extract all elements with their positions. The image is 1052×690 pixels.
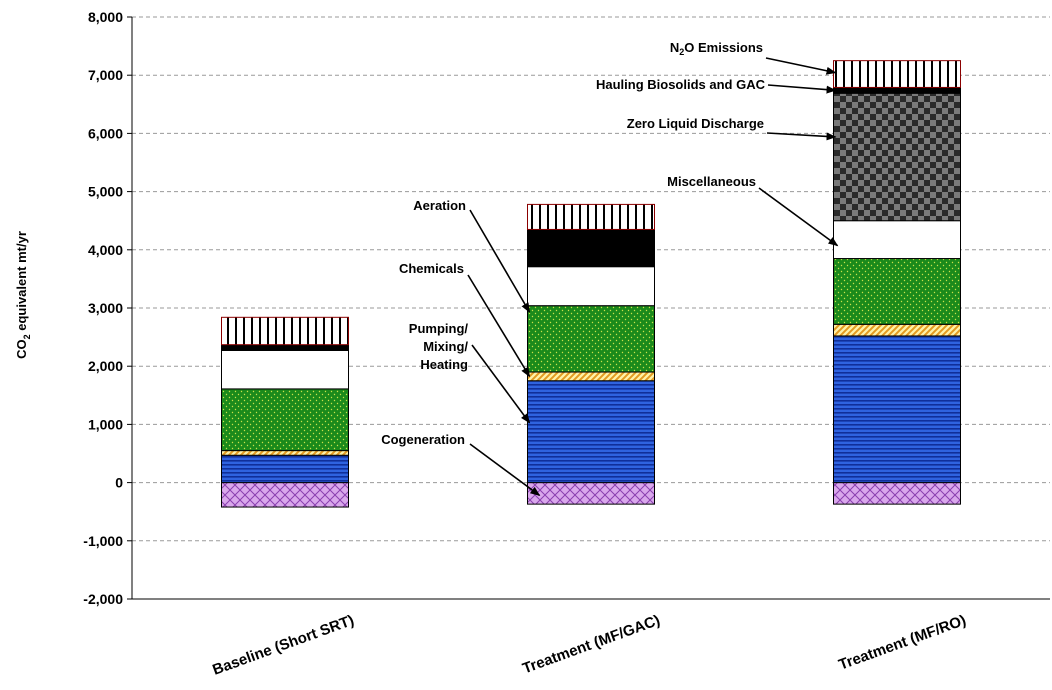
bar-segment-cogeneration <box>527 482 655 505</box>
annotation-label: Miscellaneous <box>667 174 756 189</box>
bar-segment-chemicals <box>833 323 961 337</box>
y-tick-label: 3,000 <box>88 300 123 316</box>
annotation-arrow <box>469 209 531 313</box>
bar-segment-miscellaneous <box>833 220 961 260</box>
bar-segment-cogeneration <box>221 482 349 508</box>
y-tick-label: 4,000 <box>88 242 123 258</box>
x-category-label: Treatment (MF/RO) <box>836 612 968 674</box>
bar-segment-n2o-emissions <box>833 60 961 88</box>
y-axis-label: CO2 equivalent mt/yr <box>14 231 32 359</box>
bar-segment-n2o-emissions <box>221 316 349 346</box>
annotation-arrow <box>471 344 531 424</box>
y-axis-label-part-2: equivalent mt/yr <box>14 231 29 334</box>
y-tick-label: 5,000 <box>88 184 123 200</box>
annotation-label: Pumping/Mixing/Heating <box>409 321 469 372</box>
y-tick-label: -1,000 <box>83 533 123 549</box>
bar-segment-aeration <box>527 305 655 373</box>
annotation-arrow <box>467 274 531 378</box>
bar-segment-miscellaneous <box>527 266 655 307</box>
annotation-label: Chemicals <box>399 261 464 276</box>
x-category-label: Treatment (MF/GAC) <box>520 612 662 678</box>
bar-segment-pumping-mixing-heating <box>833 335 961 484</box>
y-tick-label: 2,000 <box>88 358 123 374</box>
bar-segment-chemicals <box>527 371 655 382</box>
y-tick-label: 6,000 <box>88 125 123 141</box>
y-tick-label: -2,000 <box>83 591 123 607</box>
annotation-label: Cogeneration <box>381 432 465 447</box>
y-axis-label-subscript: 2 <box>22 334 32 339</box>
x-category-label: Baseline (Short SRT) <box>210 612 356 679</box>
y-tick-label: 7,000 <box>88 67 123 83</box>
bar-segment-hauling-biosolids-and-gac <box>833 86 961 94</box>
annotation-arrow <box>766 132 837 141</box>
y-axis-label-part-1: CO <box>14 339 29 359</box>
bar-segment-aeration <box>221 388 349 452</box>
y-tick-label: 0 <box>115 475 123 491</box>
bar-segment-cogeneration <box>833 482 961 505</box>
bar-segment-chemicals <box>221 450 349 456</box>
bar-segment-zero-liquid-discharge <box>833 92 961 222</box>
annotation-label: N2O Emissions <box>670 40 763 57</box>
annotation-label: Zero Liquid Discharge <box>627 116 764 131</box>
bar-segment-aeration <box>833 258 961 325</box>
bar-segment-pumping-mixing-heating <box>527 380 655 484</box>
y-tick-label: 8,000 <box>88 9 123 25</box>
annotation-label: Hauling Biosolids and GAC <box>596 77 766 92</box>
axes <box>127 16 1050 600</box>
bar-segment-hauling-biosolids-and-gac <box>221 344 349 351</box>
annotation-arrow <box>469 443 541 497</box>
annotation-label: Aeration <box>413 198 466 213</box>
annotation-arrow <box>758 187 839 247</box>
annotation-arrow <box>765 57 837 75</box>
bars <box>221 60 961 508</box>
bar-segment-miscellaneous <box>221 349 349 390</box>
annotation-arrow <box>767 84 837 94</box>
y-tick-label: 1,000 <box>88 416 123 432</box>
bar-segment-pumping-mixing-heating <box>221 454 349 484</box>
x-category-labels: Baseline (Short SRT) Treatment (MF/GAC) Tr… <box>210 612 968 679</box>
annotations: N2O Emissions Hauling Biosolids and GAC Ze… <box>381 40 839 497</box>
bar-segment-n2o-emissions <box>527 203 655 230</box>
bar-segment-hauling-biosolids-and-gac <box>527 228 655 268</box>
y-tick-labels: -2,000 -1,000 0 1,000 2,000 3,000 4,000 5,000 6,… <box>83 9 123 607</box>
